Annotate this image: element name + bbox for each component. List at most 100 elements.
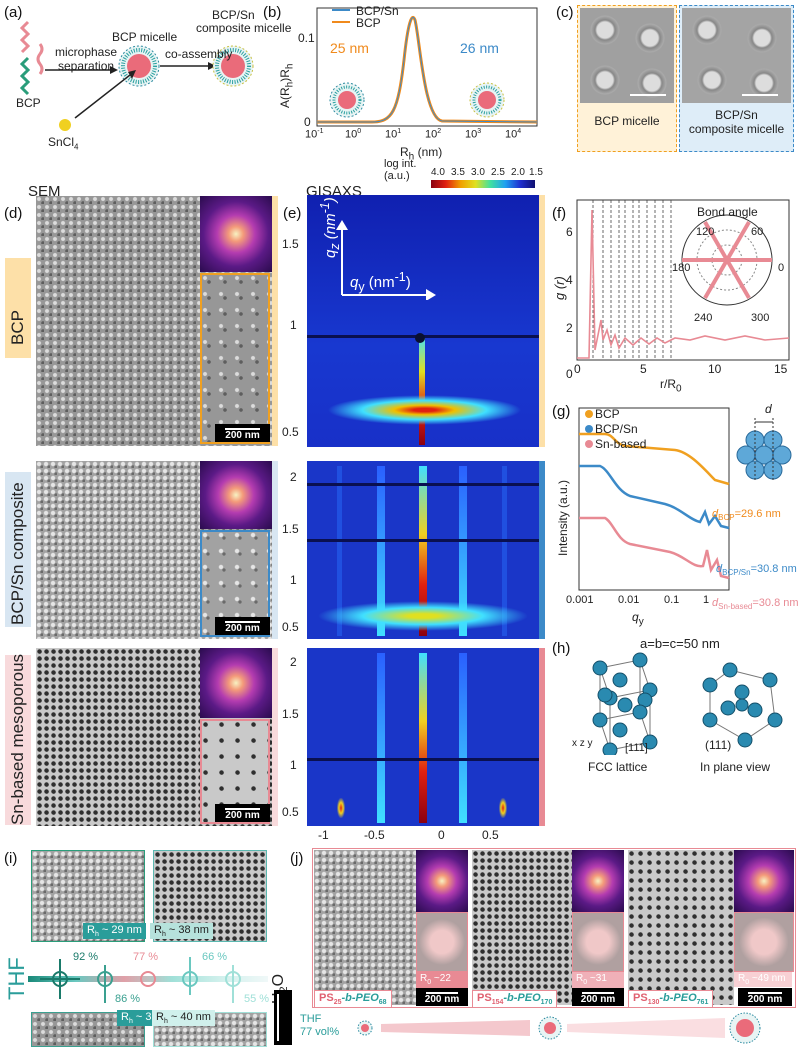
ylabel-b: A(Rh)Rh: [278, 63, 296, 108]
row-label-composite: BCP/Sn composite: [8, 482, 27, 625]
micelle-image-bcp: [580, 8, 674, 103]
gisaxs-sidebar-bcp: [539, 195, 545, 447]
polymer-label-3: PS130-b-PEO761: [628, 990, 714, 1009]
fft-inset-composite: [200, 461, 272, 529]
gisaxs-image-bcp: [307, 195, 539, 447]
label-bcp-micelle: BCP micelle: [112, 30, 178, 44]
d-label-bcp-sn: dBCP/Sn=30.8 nm: [716, 563, 797, 578]
colorbar-ticks: 4.0 3.5 3.0 2.5 2.0 1.5: [431, 167, 543, 178]
sem-j-3: [628, 850, 734, 1005]
legend-bcp-sn: BCP/Sn: [356, 4, 399, 18]
scale-bar: [630, 94, 666, 96]
xlabel-b: Rh (nm): [400, 145, 443, 163]
fft-j-3: [734, 850, 794, 912]
legend-g-bcp: BCP: [595, 407, 620, 421]
zoom-j-1: [416, 912, 468, 972]
scale-bar-sn: 200 nm: [215, 804, 270, 822]
label-microphase: microphase: [55, 45, 118, 59]
row-tag-composite: [5, 472, 31, 627]
scale-bar-bcp: 200 nm: [215, 424, 270, 442]
sem-j-1: [314, 850, 416, 1005]
sem-j-2: [472, 850, 572, 1005]
zoom-inset-bcp: [200, 273, 270, 444]
gisaxs-sidebar-sn: [539, 648, 545, 826]
label-sncl4: SnCl4: [48, 135, 79, 152]
row-sidebar-composite: [272, 461, 278, 639]
scale-bar-j-2: 200 nm: [572, 988, 624, 1006]
scale-bar-j-3: 200 nm: [738, 988, 792, 1006]
caption-inplane: In plane view: [700, 760, 771, 774]
scale-bar: [742, 94, 778, 96]
panel-label-c: (c): [556, 4, 574, 21]
header-sem: SEM: [28, 183, 61, 200]
percent-77: 77 %: [133, 951, 159, 963]
lattice-parameter: a=b=c=50 nm: [640, 636, 720, 651]
gisaxs-sidebar-composite: [539, 461, 545, 639]
micelle-box-composite: BCP/Sn composite micelle: [679, 5, 794, 152]
micelle-box-bcp: BCP micelle: [577, 5, 677, 152]
xlabel-f: r/R0: [660, 377, 682, 395]
ytick-b-0: 0: [304, 115, 311, 129]
gisaxs-image-sn: [307, 648, 539, 826]
zoom-j-3: [734, 912, 794, 972]
panel-label-d: (d): [4, 205, 23, 222]
panel-label-g: (g): [552, 403, 571, 420]
legend-bcp: BCP: [356, 16, 381, 30]
yticks-f: 6 4 2 0: [566, 225, 573, 381]
scale-bar-j-1: 200 nm: [416, 988, 468, 1006]
caption-bcp-micelle: BCP micelle: [594, 114, 660, 128]
xticks-b: 10-1 100 101 102 103 104: [305, 128, 522, 141]
percent-66: 66 %: [202, 951, 228, 963]
solvent-gradient-bar: [28, 976, 268, 982]
row-tag-bcp: [5, 258, 31, 358]
rh-tag-2: Rh ~ 38 nm: [150, 923, 213, 940]
rh-tag-4: Rh ~ 40 nm: [152, 1010, 215, 1027]
yticks-gisaxs-bcp: 1.5 1 0.5: [282, 237, 299, 439]
fft-j-1: [416, 850, 468, 912]
row-sidebar-bcp: [272, 196, 278, 446]
panel-label-h: (h): [552, 640, 571, 657]
caption-composite-2: composite micelle: [688, 122, 785, 136]
ylabel-g: Intensity (a.u.): [556, 479, 570, 556]
label-composite-1: BCP/Sn: [212, 8, 255, 22]
panel-label-f: (f): [552, 205, 567, 222]
xticks-g: 0.001 0.01 0.1 1: [566, 594, 710, 606]
label-separation: separation: [58, 59, 115, 73]
xticks-f: 0 5 10 15: [574, 362, 788, 376]
label-bcp: BCP: [16, 96, 41, 110]
panel-label-e: (e): [283, 205, 302, 222]
ylabel-f: g (r): [552, 276, 567, 300]
caption-composite-1: BCP/Sn: [715, 108, 758, 122]
chart-g: [578, 407, 792, 591]
colorbar-title-1: log int.: [384, 158, 417, 170]
ytick-b-0.1: 0.1: [298, 31, 315, 45]
vol-label-j: 77 vol%: [300, 1026, 340, 1038]
rh-tag-1: Rh ~ 29 nm: [83, 923, 146, 940]
thf-label-j: THF: [300, 1013, 322, 1025]
qz-label: qz (nm-1): [318, 197, 342, 258]
caption-fcc: FCC lattice: [588, 760, 648, 774]
panel-label-b: (b): [263, 4, 282, 21]
legend-g-sn: Sn-based: [595, 437, 647, 451]
chart-f: [576, 199, 790, 361]
label-coassembly: co-assembly: [165, 47, 233, 61]
panel-label-i: (i): [4, 850, 18, 867]
polar-title: Bond angle: [697, 205, 758, 219]
percent-92: 92 %: [73, 951, 99, 963]
gisaxs-axes-arrows: [336, 220, 436, 300]
xlabel-g: qy: [632, 610, 644, 628]
solvent-markers: [40, 957, 241, 1003]
lattice-direction: [111]: [625, 742, 648, 754]
d-label-bcp: dBCP=29.6 nm: [712, 508, 781, 523]
schematic-a: [19, 20, 254, 131]
zoom-j-2: [572, 912, 624, 972]
polymer-label-1: PS25-b-PEO68: [314, 990, 392, 1009]
row-tag-sn: [5, 655, 31, 825]
legend-g-bcp-sn: BCP/Sn: [595, 422, 638, 436]
lattice-axes: x z y: [572, 738, 593, 749]
d-label-sn: dSn-based=30.8 nm: [712, 597, 799, 612]
xticks-gisaxs: -1 -0.5 0 0.5: [318, 828, 499, 842]
polymer-label-2: PS154-b-PEO170: [472, 990, 558, 1009]
panel-label-j: (j): [290, 850, 304, 867]
polar-ticks: 120 60 180 0 240 300: [672, 226, 785, 324]
